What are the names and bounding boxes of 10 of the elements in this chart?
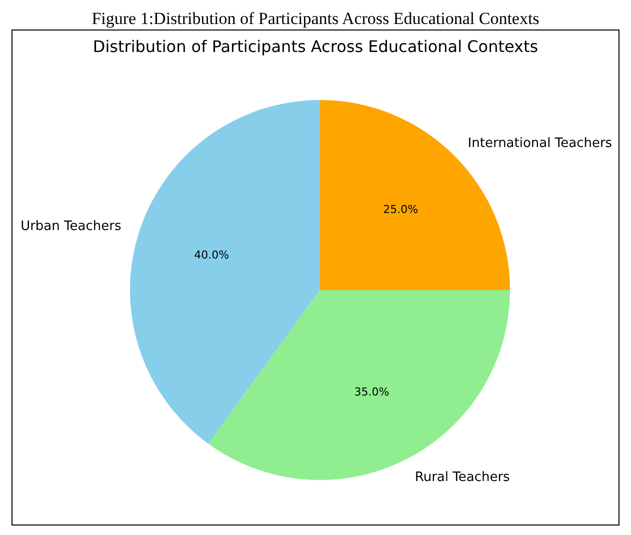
data-label: 35.0% bbox=[354, 385, 390, 398]
chart-title: Distribution of Participants Across Educational Contexts bbox=[92, 37, 538, 56]
caption: Figure 1:Distribution of Participants Across Educational Contexts bbox=[92, 9, 540, 28]
data-label: 25.0% bbox=[383, 203, 418, 216]
pie-slice bbox=[208, 290, 510, 480]
slice-label: Urban Teachers bbox=[20, 218, 122, 234]
slice-label: Rural Teachers bbox=[414, 470, 510, 485]
slice-label: International Teachers bbox=[468, 136, 612, 151]
data-label: 40.0% bbox=[194, 248, 230, 262]
pie-slice bbox=[130, 100, 320, 444]
